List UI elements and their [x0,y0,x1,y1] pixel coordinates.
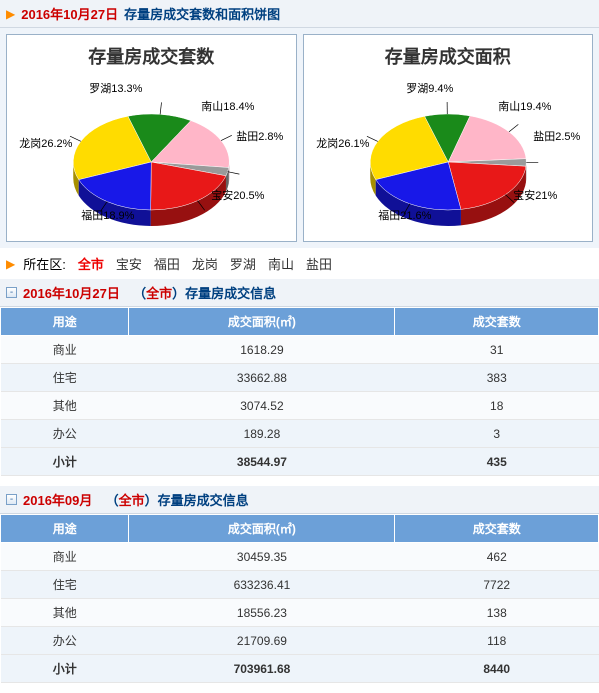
table1-date: 2016年10月27日 [23,283,120,302]
pie-slice-label: 南山18.4% [201,100,254,113]
cell: 383 [395,364,599,392]
cell: 118 [395,627,599,655]
cell: 3 [395,420,599,448]
cell: 633236.41 [129,571,395,599]
cell: 8440 [395,655,599,683]
pie-slice-label: 福田18.9% [81,208,134,222]
table1: 用途成交面积(㎡)成交套数商业1618.2931住宅33662.88383其他3… [0,307,599,476]
pie-header-title: 存量房成交套数和面积饼图 [124,4,280,23]
cell: 其他 [1,599,129,627]
pie2-wrap: 龙岗26.1% 罗湖9.4% 南山19.4% 盐田2.5% 宝安21% 福田21.6% [308,77,589,237]
pie-slice-label: 盐田2.5% [533,130,580,143]
pie-slice-label: 南山19.4% [498,100,551,113]
district-filter: ▶ 所在区: 全市宝安福田龙岗罗湖南山盐田 [0,248,599,279]
table1-wrap: 用途成交面积(㎡)成交套数商业1618.2931住宅33662.88383其他3… [0,307,599,476]
filter-option[interactable]: 盐田 [300,257,338,272]
table-total-row: 小计38544.97435 [1,448,599,476]
pie-header-date: 2016年10月27日 [21,4,118,23]
col-header: 成交面积(㎡) [129,308,395,336]
col-header: 成交套数 [395,308,599,336]
table2: 用途成交面积(㎡)成交套数商业30459.35462住宅633236.41772… [0,514,599,683]
table1-scope: 全市 [146,283,172,302]
table2-scope: 全市 [119,490,145,509]
table1-header: - 2016年10月27日 （全市） 存量房成交信息 [0,279,599,307]
cell: 商业 [1,336,129,364]
cell: 住宅 [1,364,129,392]
table-row: 住宅33662.88383 [1,364,599,392]
pie-box-count: 存量房成交套数 龙岗26.2% 罗湖13.3% 南山18.4% 盐田2.8% 宝安20.… [6,34,297,242]
pie-slice-label: 宝安21% [513,188,557,202]
cell: 其他 [1,392,129,420]
table-row: 其他18556.23138 [1,599,599,627]
collapse-icon[interactable]: - [6,287,17,298]
arrow-right-icon: ▶ [6,257,15,271]
filter-option[interactable]: 龙岗 [186,257,224,272]
filter-label: 所在区: [23,254,66,273]
cell: 办公 [1,627,129,655]
pie-slice-label: 罗湖13.3% [89,82,142,95]
pie-slice-label: 盐田2.8% [236,130,283,143]
col-header: 成交面积(㎡) [129,515,395,543]
cell: 1618.29 [129,336,395,364]
pie1-title: 存量房成交套数 [11,43,292,69]
cell: 31 [395,336,599,364]
collapse-icon[interactable]: - [6,494,17,505]
pie-slice-label: 龙岗26.2% [19,137,72,150]
table-row: 办公189.283 [1,420,599,448]
table-row: 商业1618.2931 [1,336,599,364]
cell: 138 [395,599,599,627]
cell: 462 [395,543,599,571]
pie1-svg: 龙岗26.2% 罗湖13.3% 南山18.4% 盐田2.8% 宝安20.5% 福田18.9… [11,77,292,237]
table-total-row: 小计703961.688440 [1,655,599,683]
cell: 703961.68 [129,655,395,683]
table2-date: 2016年09月 [23,490,92,509]
cell: 商业 [1,543,129,571]
filter-option[interactable]: 宝安 [110,257,148,272]
filter-option[interactable]: 全市 [72,257,110,272]
cell: 18556.23 [129,599,395,627]
cell: 30459.35 [129,543,395,571]
cell: 3074.52 [129,392,395,420]
filter-option[interactable]: 福田 [148,257,186,272]
cell: 小计 [1,655,129,683]
pie-slice-label: 罗湖9.4% [406,82,453,95]
filter-option[interactable]: 南山 [262,257,300,272]
pie-section-header: ▶ 2016年10月27日 存量房成交套数和面积饼图 [0,0,599,28]
cell: 住宅 [1,571,129,599]
pie-area: 存量房成交套数 龙岗26.2% 罗湖13.3% 南山18.4% 盐田2.8% 宝安20.… [0,28,599,248]
cell: 办公 [1,420,129,448]
filter-option[interactable]: 罗湖 [224,257,262,272]
pie-slice-label: 宝安20.5% [211,188,264,202]
pie-slice-label: 福田21.6% [378,208,431,222]
table-row: 办公21709.69118 [1,627,599,655]
table2-wrap: 用途成交面积(㎡)成交套数商业30459.35462住宅633236.41772… [0,514,599,683]
cell: 7722 [395,571,599,599]
pie2-svg: 龙岗26.1% 罗湖9.4% 南山19.4% 盐田2.5% 宝安21% 福田21.6% [308,77,589,237]
table1-title: 存量房成交信息 [185,283,276,302]
pie2-title: 存量房成交面积 [308,43,589,69]
col-header: 成交套数 [395,515,599,543]
arrow-right-icon: ▶ [6,7,15,21]
cell: 小计 [1,448,129,476]
table-row: 住宅633236.417722 [1,571,599,599]
cell: 38544.97 [129,448,395,476]
pie1-wrap: 龙岗26.2% 罗湖13.3% 南山18.4% 盐田2.8% 宝安20.5% 福田18.9… [11,77,292,237]
cell: 21709.69 [129,627,395,655]
col-header: 用途 [1,515,129,543]
table2-header: - 2016年09月 （全市） 存量房成交信息 [0,486,599,514]
cell: 33662.88 [129,364,395,392]
table-row: 商业30459.35462 [1,543,599,571]
pie-slice-label: 龙岗26.1% [316,137,369,150]
table-row: 其他3074.5218 [1,392,599,420]
table2-title: 存量房成交信息 [158,490,249,509]
cell: 18 [395,392,599,420]
cell: 435 [395,448,599,476]
col-header: 用途 [1,308,129,336]
cell: 189.28 [129,420,395,448]
pie-box-area: 存量房成交面积 龙岗26.1% 罗湖9.4% 南山19.4% 盐田2.5% 宝安21% 福… [303,34,594,242]
